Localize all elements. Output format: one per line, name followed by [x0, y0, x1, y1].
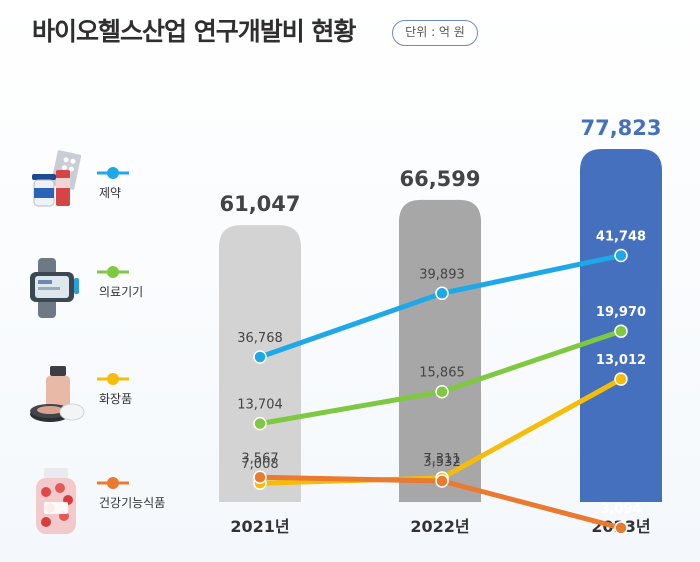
bar-2 [399, 199, 481, 503]
legend-label-4: 건강기능식품 [99, 496, 165, 510]
data-point-2-2 [435, 384, 449, 399]
data-point-4-3 [614, 521, 628, 535]
data-label-3-3: 13,012 [596, 353, 646, 368]
total-label-3: 77,823 [580, 116, 661, 140]
data-label-2-1: 13,704 [237, 398, 283, 413]
pharma-icon [26, 148, 86, 212]
data-label-3-2: 7,311 [423, 452, 460, 467]
data-point-1-3 [614, 248, 628, 263]
legend-label-2: 의료기기 [99, 285, 143, 299]
data-point-4-1 [253, 470, 267, 484]
data-label-3-1: 7,008 [241, 457, 278, 472]
data-label-1-3: 41,748 [596, 230, 646, 245]
legend-dot-3 [107, 373, 119, 385]
total-label-2: 66,599 [399, 167, 480, 191]
data-point-1-2 [435, 286, 449, 301]
data-label-4-3: 3,094 [600, 502, 641, 517]
functional-food-icon [30, 466, 82, 538]
legend-label-3: 화장품 [99, 392, 132, 406]
data-label-2-2: 15,865 [419, 366, 465, 381]
unit-badge: 단위 : 억 원 [392, 20, 478, 46]
legend-dot-4 [107, 477, 119, 489]
data-point-2-3 [614, 324, 628, 338]
chart-title: 바이오헬스산업 연구개발비 현황 [32, 17, 356, 46]
data-point-4-2 [435, 474, 449, 488]
total-label-1: 61,047 [219, 192, 300, 216]
legend-label-1: 제약 [99, 185, 121, 200]
legend-dot-2 [107, 266, 119, 278]
cosmetics-icon [26, 362, 86, 428]
data-label-1-2: 39,893 [419, 267, 465, 282]
data-label-4-2: 3,532 [423, 455, 460, 470]
data-label-2-3: 19,970 [596, 305, 646, 320]
data-point-2-1 [253, 416, 267, 431]
data-point-3-3 [614, 372, 628, 386]
year-label-1: 2021년 [230, 517, 289, 536]
data-label-1-1: 36,768 [237, 331, 283, 346]
medical-device-icon [24, 256, 84, 320]
year-label-2: 2022년 [410, 517, 469, 536]
data-label-4-1: 3,567 [241, 451, 278, 466]
data-point-1-1 [253, 350, 267, 364]
legend-dot-1 [107, 167, 119, 179]
